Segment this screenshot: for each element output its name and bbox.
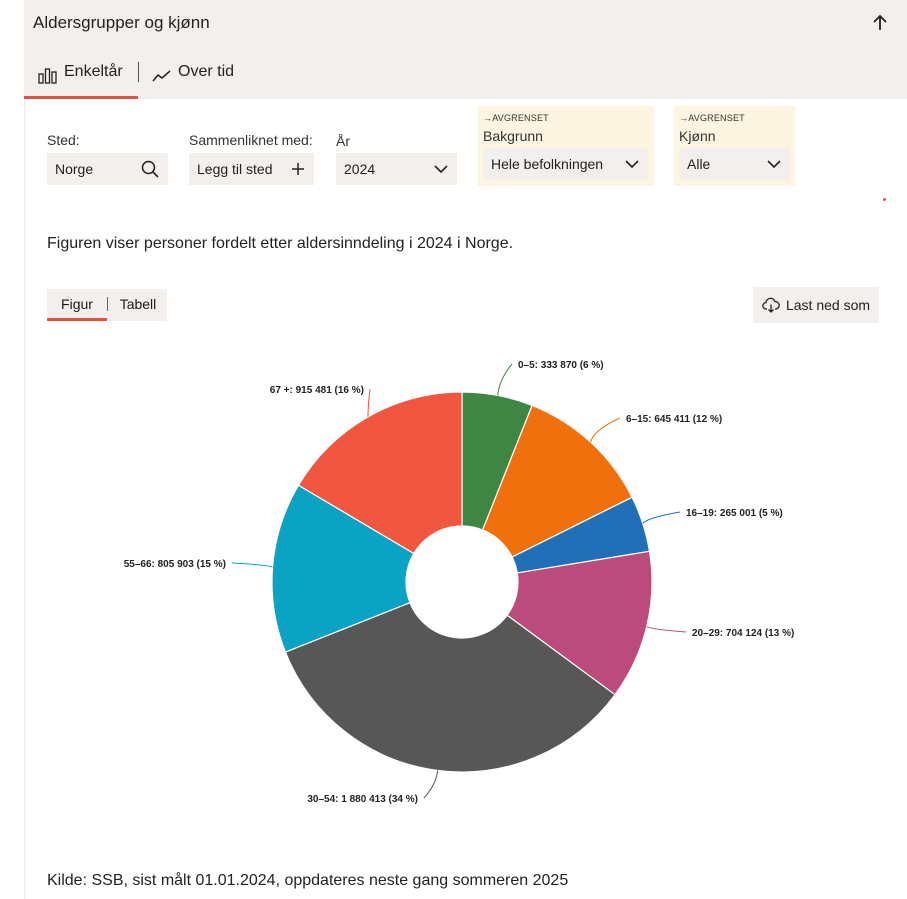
tab-label: Enkeltår	[64, 63, 123, 80]
leader-line	[642, 511, 681, 524]
year-select[interactable]: 2024	[336, 153, 457, 185]
pie-slice[interactable]	[481, 404, 633, 558]
sted-search-field[interactable]: Norge	[47, 153, 168, 185]
pie-slice[interactable]	[297, 391, 463, 555]
indicator-dot	[883, 198, 886, 201]
tab-over-tid[interactable]: Over tid	[150, 60, 234, 99]
download-label: Last ned som	[785, 297, 871, 313]
pie-slice[interactable]	[506, 550, 653, 696]
gender-value: Alle	[687, 156, 711, 172]
tab-label: Over tid	[178, 63, 235, 80]
data-label: 16–19: 265 001 (5 %)	[686, 508, 783, 519]
section-title: Aldersgrupper og kjønn	[33, 13, 210, 32]
year-label: År	[336, 133, 350, 149]
sted-value: Norge	[55, 161, 94, 177]
chevron-down-icon	[625, 160, 639, 169]
pie-slice[interactable]	[271, 484, 415, 653]
data-label: 30–54: 1 880 413 (34 %)	[307, 794, 418, 805]
data-label: 0–5: 333 870 (6 %)	[518, 360, 604, 371]
toggle-divider	[107, 297, 108, 311]
leader-line	[590, 417, 621, 443]
chevron-down-icon	[767, 160, 781, 169]
restricted-tag: →AVGRENSET	[483, 113, 549, 123]
leader-line	[367, 388, 371, 417]
year-value: 2024	[344, 161, 376, 177]
add-place-button[interactable]: Legg til sted	[189, 153, 314, 185]
leader-line	[231, 562, 273, 568]
chevron-down-icon	[434, 165, 448, 174]
collapse-arrow-up-icon[interactable]	[869, 12, 891, 34]
tab-enkeltar[interactable]: Enkeltår	[24, 60, 138, 99]
view-toggle: Figur Tabell	[47, 289, 167, 321]
section-header	[24, 0, 907, 99]
bar-chart-icon	[38, 68, 57, 84]
figure-description: Figuren viser personer fordelt etter ald…	[47, 235, 514, 252]
source-note: Kilde: SSB, sist målt 01.01.2024, oppdat…	[47, 872, 569, 889]
data-label: 55–66: 805 903 (15 %)	[124, 559, 226, 570]
leader-line	[646, 626, 687, 633]
tab-divider	[138, 62, 139, 82]
table-view-button[interactable]: Tabell	[119, 296, 157, 312]
background-value: Hele befolkningen	[491, 156, 604, 172]
line-chart-icon	[152, 70, 171, 82]
age-group-donut-chart: 0–5: 333 870 (6 %) 6–15: 645 411 (12 %) 16…	[124, 360, 795, 805]
figure-view-button[interactable]: Figur	[47, 289, 107, 321]
sted-label: Sted:	[47, 132, 80, 148]
compare-value: Legg til sted	[197, 161, 273, 177]
background-select[interactable]: Hele befolkningen	[483, 148, 648, 180]
download-button[interactable]: Last ned som	[753, 287, 879, 323]
leader-line	[423, 770, 439, 799]
restricted-tag: →AVGRENSET	[679, 113, 745, 123]
background-label: Bakgrunn	[483, 128, 543, 144]
gender-select[interactable]: Alle	[679, 148, 790, 180]
data-label: 67 +: 915 481 (16 %)	[270, 385, 364, 396]
data-label: 6–15: 645 411 (12 %)	[626, 414, 722, 425]
pie-slice[interactable]	[284, 601, 616, 773]
leader-line	[497, 363, 513, 396]
search-icon	[141, 160, 159, 178]
data-label: 20–29: 704 124 (13 %)	[692, 628, 794, 639]
gender-label: Kjønn	[679, 128, 716, 144]
cloud-download-icon	[762, 297, 780, 313]
plus-icon	[292, 163, 304, 175]
compare-label: Sammenliknet med:	[189, 132, 313, 148]
